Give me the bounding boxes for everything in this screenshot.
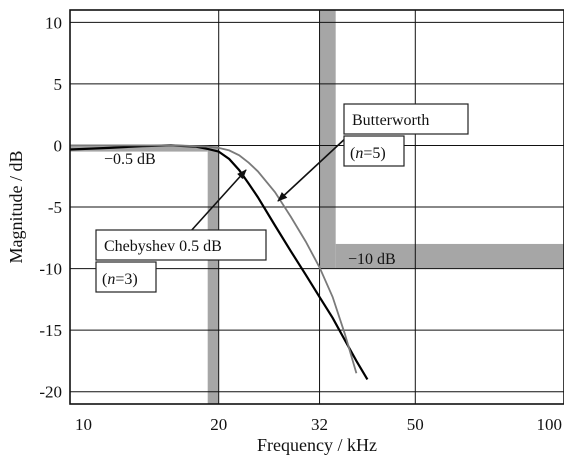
chebyshev-callout-name: Chebyshev 0.5 dB	[104, 238, 222, 255]
butterworth-callout-name: Butterworth	[352, 112, 429, 129]
stopband-floor-band	[335, 243, 564, 269]
callout-arrows	[189, 135, 349, 233]
y-tick-labels: 10 5 0 -5 -10 -15 -20	[39, 13, 62, 401]
x-tick-labels: 10 20 32 50 100	[75, 415, 562, 434]
chebyshev-order-n: n	[107, 271, 115, 288]
x-tick-label: 32	[311, 415, 328, 434]
y-tick-label: -20	[39, 383, 62, 402]
chebyshev-order-open: (	[102, 271, 107, 288]
x-tick-label: 100	[537, 415, 563, 434]
passband-limit-label: −0.5 dB	[104, 151, 156, 168]
stopband-edge-band	[319, 10, 336, 269]
y-tick-label: 5	[54, 75, 63, 94]
y-tick-label: 0	[54, 136, 63, 155]
chebyshev-callout: Chebyshev 0.5 dB (n=3)	[95, 229, 267, 293]
stopband-limit-label: −10 dB	[348, 251, 396, 268]
x-tick-label: 20	[210, 415, 227, 434]
plot-frame	[69, 9, 564, 405]
y-tick-label: -5	[48, 198, 62, 217]
passband-edge-band	[207, 145, 219, 404]
x-tick-label: 10	[75, 415, 92, 434]
y-tick-label: -15	[39, 321, 62, 340]
chebyshev-order-box	[95, 261, 157, 293]
grid-lines	[69, 10, 564, 404]
y-tick-label: -10	[39, 260, 62, 279]
x-axis-label: Frequency / kHz	[257, 435, 377, 455]
butterworth-arrow	[277, 135, 349, 202]
butterworth-callout-box	[343, 103, 469, 135]
y-tick-label: 10	[45, 13, 62, 32]
butterworth-callout: Butterworth (n=5)	[343, 103, 469, 167]
butterworth-order-open: (	[350, 145, 355, 162]
response-curves	[70, 144, 369, 380]
spec-bands	[70, 10, 564, 404]
butterworth-order: (n=5)	[350, 145, 386, 162]
chebyshev-order: (n=3)	[102, 271, 138, 288]
x-tick-label: 50	[407, 415, 424, 434]
chebyshev-callout-box	[95, 229, 267, 261]
butterworth-order-n: n	[355, 145, 363, 162]
passband-top-band	[70, 145, 208, 152]
y-axis-label: Magnitude / dB	[6, 151, 26, 264]
chebyshev-order-rest: =3)	[115, 271, 137, 288]
chebyshev-arrow	[189, 169, 247, 233]
butterworth-order-rest: =5)	[363, 145, 385, 162]
butterworth-curve	[70, 144, 358, 374]
butterworth-order-box	[343, 135, 405, 167]
